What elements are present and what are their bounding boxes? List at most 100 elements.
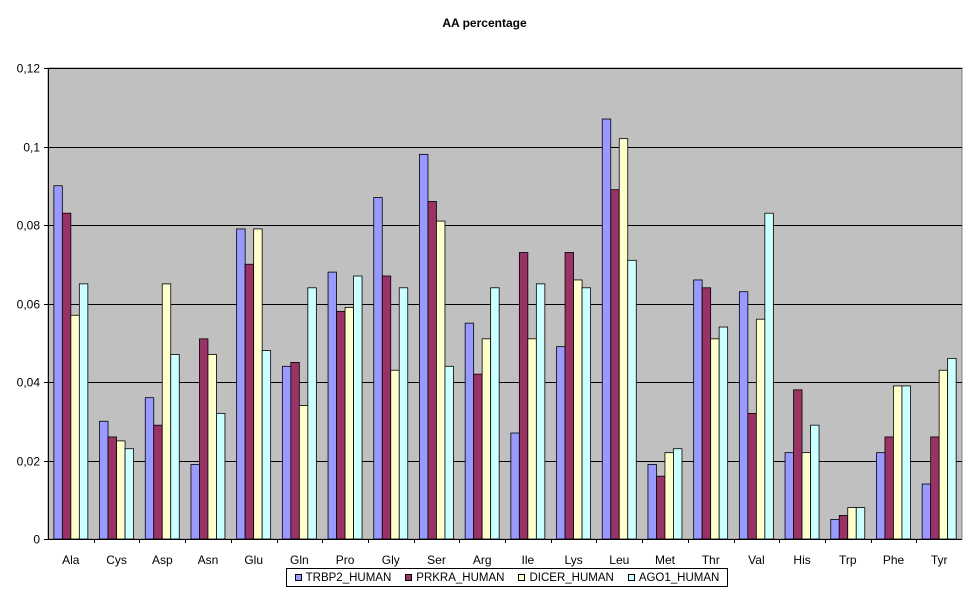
bar-TRBP2_HUMAN-His — [784, 452, 794, 540]
bar-DICER_HUMAN-Val — [755, 318, 766, 540]
x-tick-label: Thr — [702, 553, 720, 567]
bar-DICER_HUMAN-Thr — [710, 338, 720, 540]
bar-AGO1_HUMAN-Arg — [490, 287, 500, 540]
bar-AGO1_HUMAN-Asn — [216, 412, 226, 540]
bar-DICER_HUMAN-Ile — [527, 338, 537, 540]
bar-DICER_HUMAN-Arg — [481, 338, 492, 540]
y-tick-label: 0,06 — [17, 298, 41, 312]
bar-AGO1_HUMAN-Val — [764, 212, 774, 540]
legend-item: PRKRA_HUMAN — [405, 572, 504, 584]
labels-group: 0 0,02 0,04 0,06 0,08 0,1 0,12 Ala Cys Asp Asn Glu G… — [17, 62, 948, 568]
x-tick-label: Phe — [883, 553, 905, 567]
bar-AGO1_HUMAN-His — [810, 424, 820, 540]
bar-DICER_HUMAN-Cys — [116, 440, 126, 540]
bar-TRBP2_HUMAN-Cys — [99, 420, 109, 540]
x-tick-label: Trp — [839, 553, 857, 567]
bar-TRBP2_HUMAN-Leu — [601, 118, 612, 540]
plot-background — [47, 67, 963, 540]
bar-TRBP2_HUMAN-Glu — [236, 228, 246, 540]
x-tick-label: Cys — [106, 553, 127, 567]
bar-PRKRA_HUMAN-Ile — [518, 252, 529, 540]
bar-AGO1_HUMAN-Ile — [535, 283, 546, 540]
bars-group — [53, 118, 957, 540]
bar-AGO1_HUMAN-Ala — [78, 283, 89, 540]
legend-label: TRBP2_HUMAN — [305, 571, 392, 584]
bar-PRKRA_HUMAN-Asp — [153, 424, 163, 540]
x-tick-label: His — [793, 553, 810, 567]
legend-item: DICER_HUMAN — [518, 571, 614, 584]
bar-AGO1_HUMAN-Lys — [581, 287, 591, 540]
bar-AGO1_HUMAN-Asp — [170, 354, 180, 540]
bar-DICER_HUMAN-Ser — [436, 220, 446, 540]
bar-TRBP2_HUMAN-Ala — [53, 185, 63, 540]
x-tick-label: Asn — [198, 553, 219, 567]
bar-AGO1_HUMAN-Gly — [398, 287, 409, 540]
bar-PRKRA_HUMAN-Asn — [199, 338, 209, 540]
x-tick-label: Lys — [564, 553, 582, 567]
bar-TRBP2_HUMAN-Val — [738, 291, 749, 540]
bar-DICER_HUMAN-Met — [664, 452, 674, 540]
x-tick-label: Met — [655, 553, 676, 567]
bar-TRBP2_HUMAN-Gly — [373, 197, 383, 540]
y-tick-label: 0,1 — [23, 141, 40, 155]
bar-DICER_HUMAN-Tyr — [938, 369, 949, 540]
y-tick-label: 0 — [33, 533, 40, 547]
axes-group — [44, 68, 962, 543]
y-tick-label: 0,08 — [17, 219, 41, 233]
bar-AGO1_HUMAN-Leu — [627, 259, 637, 540]
bar-AGO1_HUMAN-Tyr — [947, 358, 957, 540]
bar-TRBP2_HUMAN-Trp — [830, 518, 840, 540]
bar-TRBP2_HUMAN-Tyr — [921, 483, 932, 540]
bar-TRBP2_HUMAN-Arg — [464, 322, 475, 540]
bar-AGO1_HUMAN-Cys — [124, 448, 134, 540]
bar-PRKRA_HUMAN-Arg — [473, 373, 483, 540]
bar-PRKRA_HUMAN-Trp — [838, 515, 849, 540]
x-tick-label: Gln — [290, 553, 309, 567]
bar-DICER_HUMAN-Phe — [893, 385, 903, 540]
bar-AGO1_HUMAN-Gln — [307, 287, 317, 540]
bar-AGO1_HUMAN-Glu — [261, 350, 272, 540]
bar-DICER_HUMAN-Gly — [390, 369, 400, 540]
bar-PRKRA_HUMAN-Cys — [107, 436, 117, 540]
x-tick-label: Gly — [382, 553, 400, 567]
bar-TRBP2_HUMAN-Ile — [510, 432, 520, 540]
plot-area — [47, 67, 963, 540]
bar-DICER_HUMAN-Gln — [298, 405, 309, 540]
x-tick-label: Arg — [473, 553, 492, 567]
x-tick-label: Ser — [427, 553, 446, 567]
x-tick-label: Asp — [152, 553, 173, 567]
legend-label: AGO1_HUMAN — [638, 571, 720, 584]
bar-PRKRA_HUMAN-Tyr — [930, 436, 940, 540]
bar-DICER_HUMAN-Trp — [847, 507, 857, 540]
bar-DICER_HUMAN-Ala — [70, 314, 80, 540]
bar-PRKRA_HUMAN-His — [793, 389, 803, 540]
bar-PRKRA_HUMAN-Gly — [381, 275, 392, 540]
bar-DICER_HUMAN-Glu — [253, 228, 263, 540]
bar-TRBP2_HUMAN-Asp — [144, 397, 155, 540]
bar-TRBP2_HUMAN-Pro — [327, 271, 337, 540]
bar-PRKRA_HUMAN-Lys — [564, 252, 574, 540]
legend: TRBP2_HUMAN PRKRA_HUMAN DICER_HUMAN AGO1_HU… — [286, 568, 728, 587]
bar-PRKRA_HUMAN-Thr — [701, 287, 712, 540]
y-tick-label: 0,04 — [17, 376, 41, 390]
bar-PRKRA_HUMAN-Val — [747, 412, 757, 540]
bar-PRKRA_HUMAN-Pro — [336, 310, 346, 540]
bar-TRBP2_HUMAN-Asn — [190, 464, 200, 540]
bar-PRKRA_HUMAN-Phe — [884, 436, 894, 540]
bar-TRBP2_HUMAN-Lys — [556, 346, 566, 540]
x-tick-label: Tyr — [931, 553, 948, 567]
bar-DICER_HUMAN-Asn — [207, 354, 217, 540]
bar-AGO1_HUMAN-Met — [673, 448, 683, 540]
bar-PRKRA_HUMAN-Ser — [427, 201, 437, 540]
legend-item: TRBP2_HUMAN — [294, 571, 392, 584]
bar-AGO1_HUMAN-Ser — [444, 365, 454, 540]
x-tick-label: Ile — [522, 553, 535, 567]
bar-TRBP2_HUMAN-Gln — [281, 365, 292, 540]
x-tick-label: Val — [748, 553, 764, 567]
bar-AGO1_HUMAN-Pro — [353, 275, 363, 540]
x-tick-label: Pro — [336, 553, 355, 567]
bar-DICER_HUMAN-His — [801, 452, 811, 540]
bar-PRKRA_HUMAN-Ala — [61, 212, 72, 540]
legend-swatch — [518, 574, 526, 581]
legend-label: DICER_HUMAN — [529, 571, 614, 584]
